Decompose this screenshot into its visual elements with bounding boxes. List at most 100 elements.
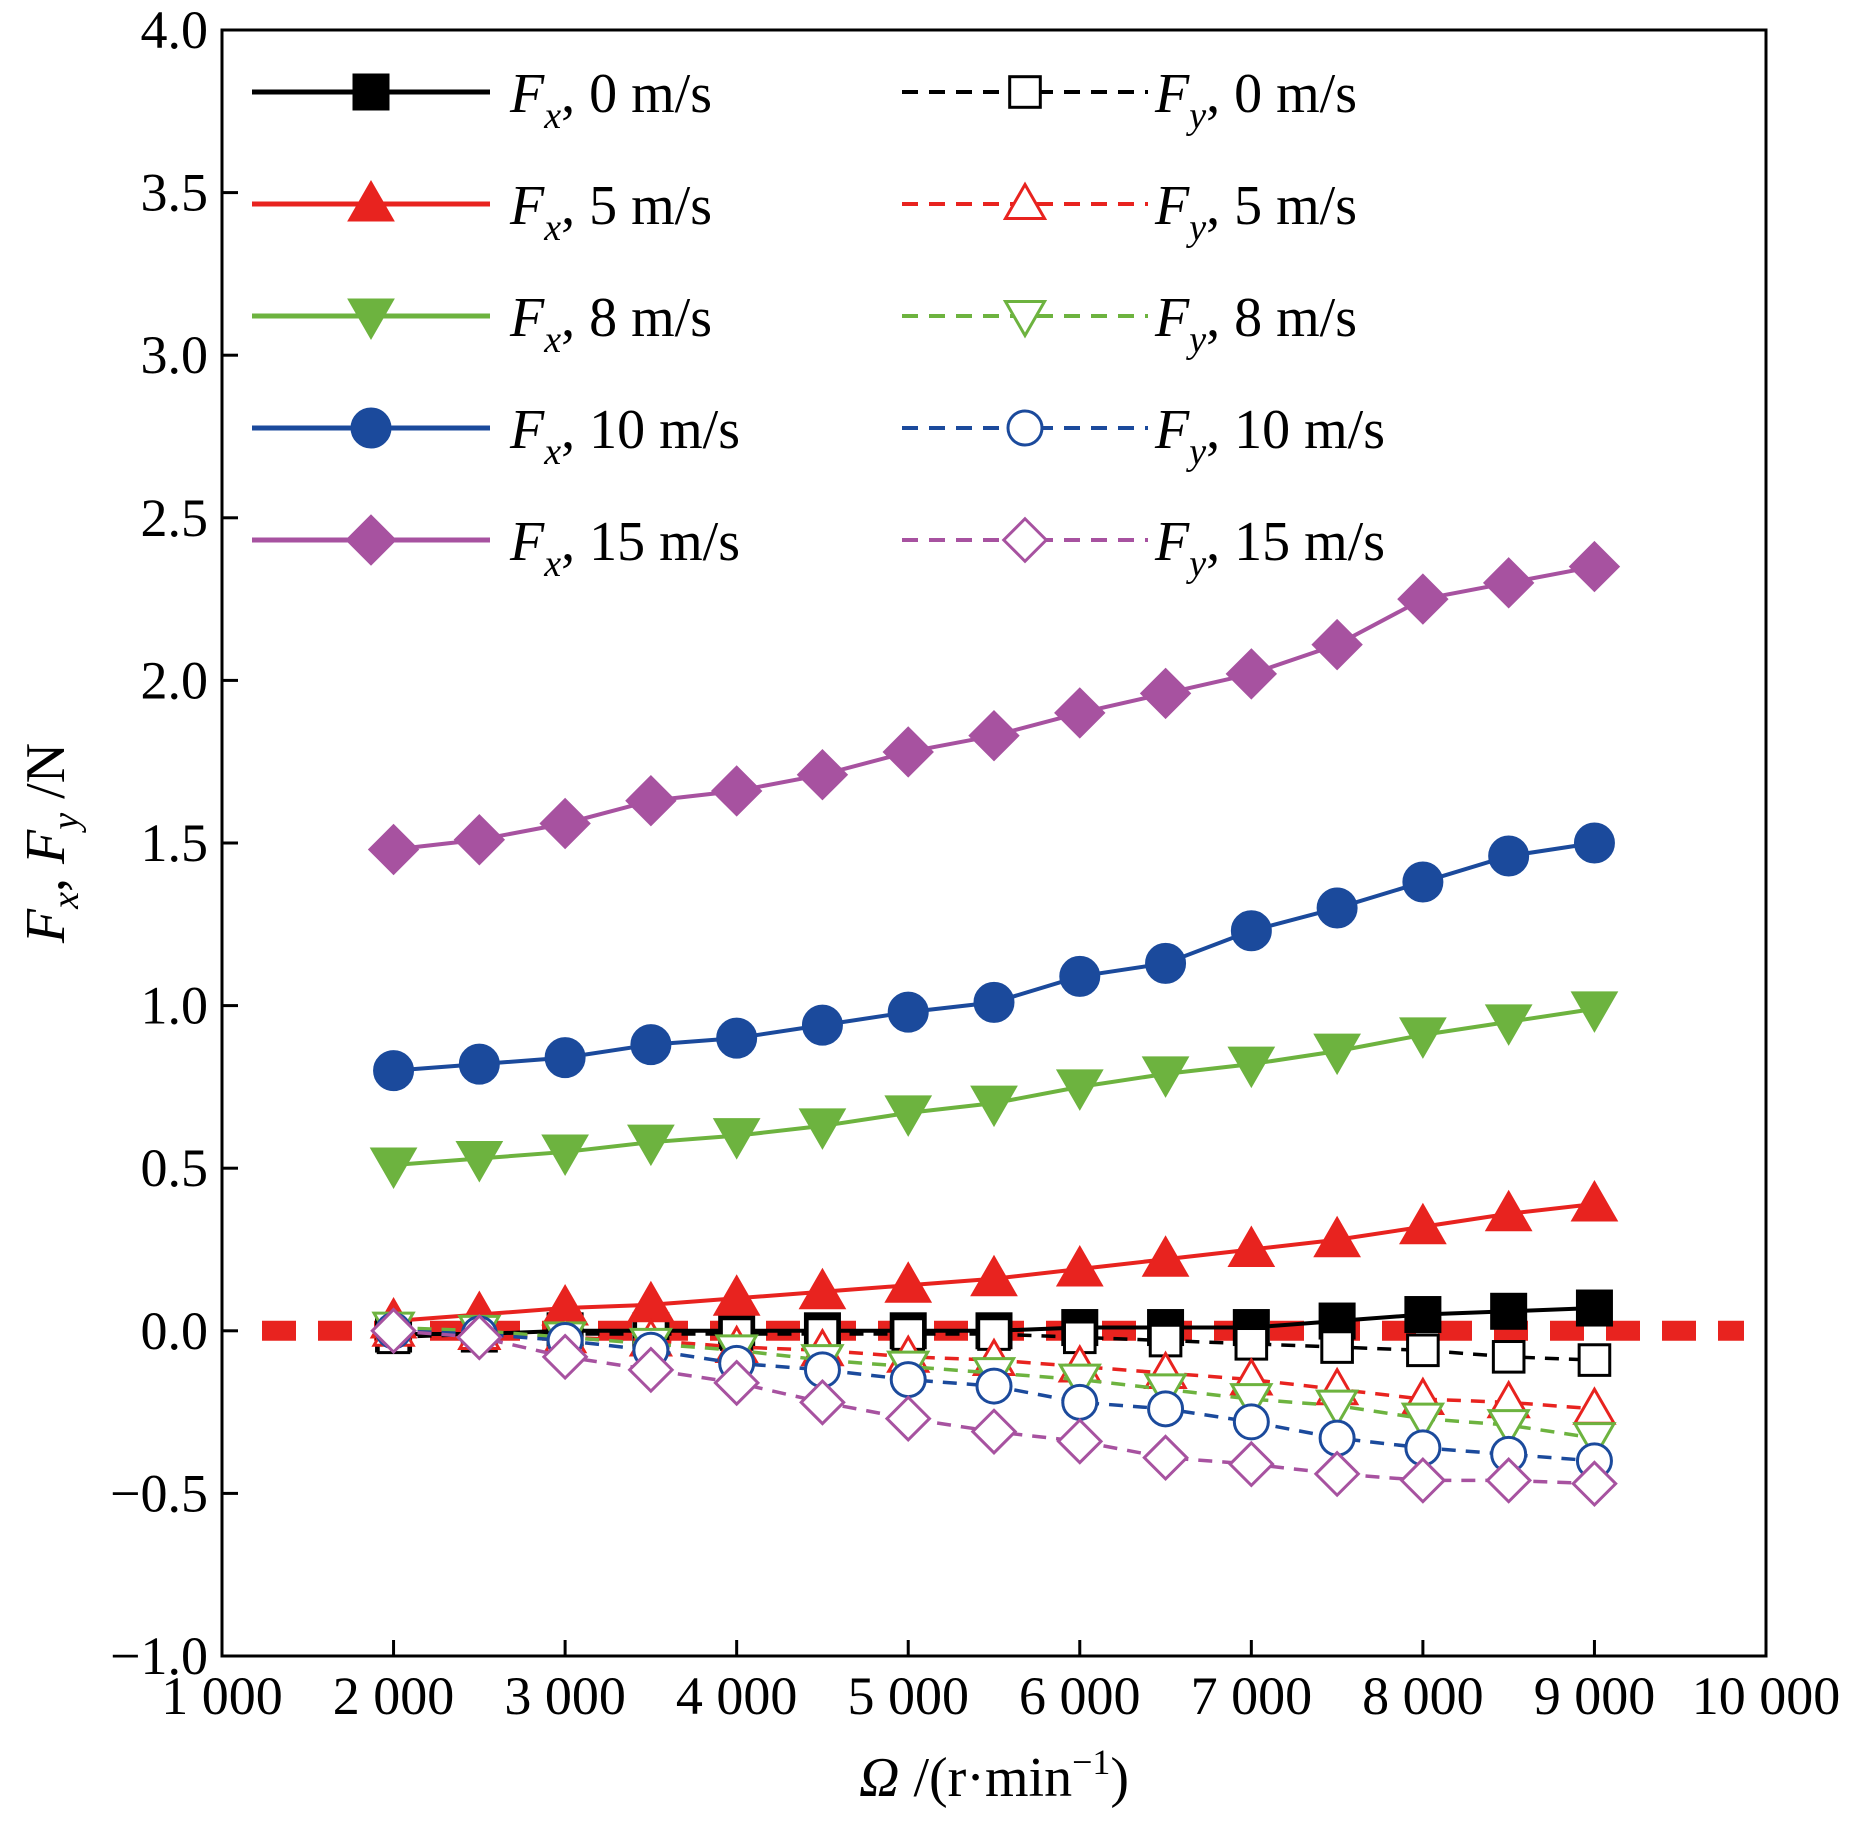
y-tick-label: 3.0 (141, 325, 209, 385)
data-point (973, 981, 1015, 1023)
data-point (1227, 1225, 1276, 1267)
series-layer (367, 540, 1621, 1508)
legend: Fx, 0 m/s Fx, 5 m/s Fx, 8 m/s Fx, 10 m/s Fx,… (252, 63, 1385, 585)
data-point (1318, 1419, 1356, 1457)
data-point (369, 1147, 418, 1189)
data-point (884, 1095, 933, 1137)
y-axis-fy-sub: y (45, 813, 87, 834)
series-x-15 (367, 540, 1621, 876)
y-tick-label: 0.5 (141, 1138, 209, 1198)
x-tick-label: 2 000 (333, 1666, 455, 1726)
data-point (1397, 573, 1449, 625)
data-point (970, 1408, 1018, 1455)
legend-label: Fx, 0 m/s (509, 63, 712, 137)
data-point (1406, 1333, 1440, 1368)
legend-entry: Fx, 15 m/s (252, 511, 740, 585)
data-point (1227, 1046, 1276, 1089)
x-tick-label: 5 000 (847, 1666, 969, 1726)
legend-marker (1008, 75, 1042, 109)
legend-label: Fx, 8 m/s (509, 287, 712, 361)
data-point (541, 1333, 589, 1381)
data-point (539, 797, 591, 850)
data-point (1311, 618, 1363, 671)
legend-label: Fy, 10 m/s (1154, 399, 1385, 473)
data-point (370, 1307, 417, 1355)
series-x-10 (373, 822, 1615, 1092)
legend-entry: Fy, 0 m/s (902, 63, 1357, 137)
x-tick-label: 8 000 (1362, 1666, 1484, 1726)
data-point (882, 726, 934, 778)
y-axis-fx-sub: x (45, 892, 87, 910)
x-axis-unit-sup: −1 (1072, 1742, 1110, 1782)
data-point (1568, 540, 1621, 593)
legend-entry: Fx, 8 m/s (252, 287, 712, 361)
data-point (1055, 1245, 1104, 1287)
x-tick-label: 1 000 (161, 1666, 283, 1726)
legend-entry: Fx, 10 m/s (252, 399, 740, 473)
legend-marker (1002, 181, 1048, 220)
data-point (1225, 648, 1278, 700)
legend-entry: Fy, 5 m/s (902, 175, 1357, 249)
data-point (1484, 1189, 1533, 1232)
data-point (1570, 1179, 1619, 1222)
x-axis-unit-close: ) (1110, 1747, 1129, 1809)
x-tick-label: 4 000 (676, 1666, 798, 1726)
data-point (1486, 1409, 1531, 1448)
data-point (798, 1108, 847, 1150)
data-point (1055, 1069, 1104, 1111)
data-point (1402, 861, 1444, 903)
y-tick-label: 2.5 (141, 488, 209, 548)
data-point (1399, 1017, 1447, 1059)
data-point (1057, 1363, 1102, 1403)
data-point (1575, 1289, 1613, 1327)
legend-marker (1001, 516, 1049, 564)
data-point (1577, 1343, 1612, 1377)
legend-entry: Fy, 15 m/s (902, 511, 1385, 585)
x-axis-symbol: Ω (859, 1747, 900, 1809)
data-point (1056, 1417, 1104, 1465)
x-axis-unit: /(r·min (899, 1747, 1072, 1809)
y-tick-label: 0.0 (141, 1301, 209, 1361)
ticks-layer: 1 000 2 000 3 000 4 000 5 000 6 000 7 000 8 000… (110, 0, 1840, 1726)
data-point (1227, 1440, 1275, 1488)
legend-marker (1006, 409, 1044, 447)
legend-label: Fx, 5 m/s (509, 175, 712, 249)
data-point (1229, 1383, 1274, 1422)
x-axis-title: Ω /(r·min−1) (859, 1742, 1129, 1809)
data-point (1490, 1292, 1528, 1330)
data-point (373, 1050, 415, 1092)
legend-label: Fx, 10 m/s (509, 399, 740, 473)
data-point (1141, 1235, 1190, 1277)
y-tick-label: −1.0 (110, 1626, 208, 1686)
data-point (975, 1367, 1013, 1405)
data-point (1061, 1383, 1099, 1421)
data-point (1571, 1460, 1618, 1508)
data-point (712, 1274, 761, 1316)
data-point (1316, 887, 1358, 929)
y-tick-label: 1.0 (141, 976, 209, 1036)
data-point (1400, 1402, 1446, 1442)
data-point (1230, 910, 1272, 952)
y-axis-unit: /N (15, 743, 77, 813)
data-point (1142, 1434, 1189, 1481)
data-point (630, 1024, 672, 1066)
legend-marker (350, 407, 392, 449)
data-point (1232, 1403, 1270, 1441)
x-tick-label: 9 000 (1534, 1666, 1656, 1726)
data-point (968, 709, 1020, 762)
data-point (970, 1085, 1018, 1128)
data-point (1059, 955, 1101, 997)
legend-marker (352, 73, 390, 111)
y-axis-fx: F (15, 908, 77, 944)
series-y-15 (370, 1307, 1618, 1508)
data-point (1485, 1457, 1533, 1504)
data-point (625, 775, 677, 827)
data-point (1572, 1386, 1617, 1425)
data-point (1572, 1422, 1617, 1461)
y-tick-label: 2.0 (141, 650, 209, 710)
data-point (367, 823, 420, 876)
data-point (453, 814, 506, 866)
data-point (627, 1346, 675, 1394)
data-point (796, 749, 849, 801)
